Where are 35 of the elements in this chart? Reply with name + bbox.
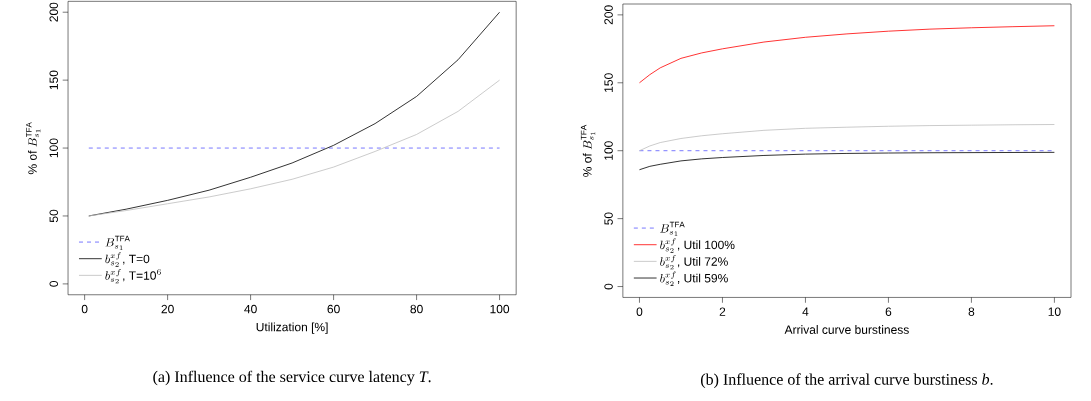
y-tick-label: 50 [604,212,613,225]
y-tick-label: 100 [49,138,58,157]
y-tick-label: 0 [604,283,613,290]
legend-label: $b_{s_2}^{xf}\mbox{, T=10$^{6}$}$ [105,268,161,284]
x-tick-label: 0 [81,304,88,314]
legend-label: $B_{s_1}^{\mathrm{TFA}}$ [105,235,130,250]
legend-label: $B_{s_1}^{\mathrm{TFA}}$ [660,221,685,236]
x-tick-label: 60 [327,304,340,314]
y-tick-label: 50 [49,209,58,222]
text: (b) Influence of the arrival curve burstiness b. [700,373,993,388]
x-tick-label: 6 [885,307,892,316]
legend-label: $b_{s_2}^{xf}\mbox{, Util 72\%}$ [660,254,728,270]
y-tick-label: 150 [49,70,58,89]
text: (a) Influence of the service curve latency T. [153,370,431,386]
y-tick-label: 200 [49,2,58,22]
x-tick-label: 2 [719,307,726,316]
legend-label: $b_{s_2}^{xf}\mbox{, T=0}$ [105,252,150,267]
y-tick-label: 200 [604,5,613,25]
x-tick-label: 100 [490,304,510,314]
y-tick-label: 0 [49,280,58,287]
x-tick-label: 0 [636,307,643,316]
y-tick-label: 150 [604,73,613,92]
legend-label: $b_{s_2}^{xf}\mbox{, Util 100\%}$ [660,238,735,253]
y-axis-title: $\mbox{\% of }B_{s_1}^{\mathrm{TFA}}$ [580,124,596,177]
x-axis-title: Utilization [%] [256,322,328,334]
x-axis-title: Arrival curve burstiness [784,324,909,334]
y-axis-title: $\mbox{\% of }B_{s_1}^{\mathrm{TFA}}$ [26,121,41,174]
x-tick-label: 4 [802,307,809,316]
x-tick-label: 20 [161,304,174,314]
x-tick-label: 10 [1048,307,1061,316]
x-tick-label: 40 [244,304,257,314]
x-tick-label: 80 [410,304,423,314]
y-tick-label: 100 [604,140,613,160]
x-tick-label: 8 [968,307,975,316]
legend-label: $b_{s_2}^{xf}\mbox{, Util 59\%}$ [660,271,728,286]
